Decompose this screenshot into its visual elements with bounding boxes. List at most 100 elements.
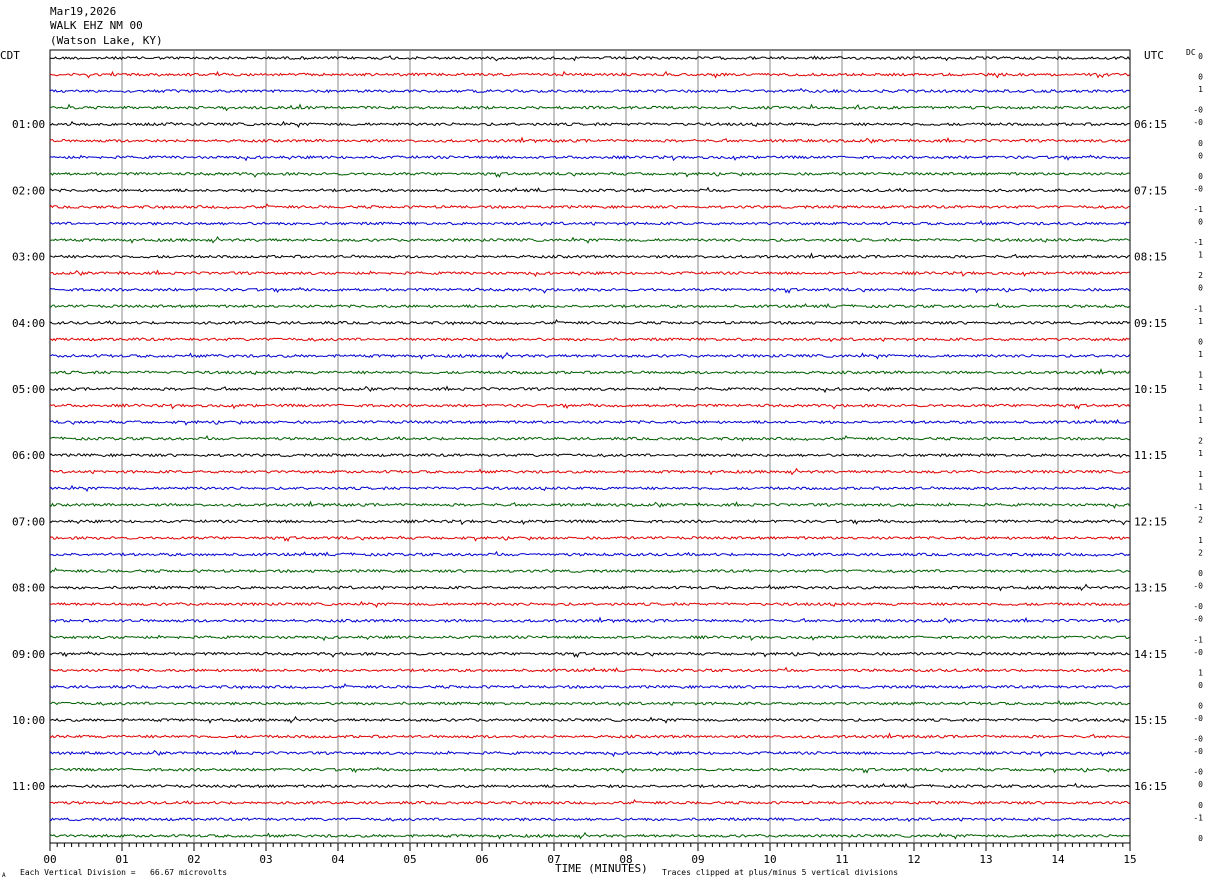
x-tick-label: 02 [187, 853, 200, 866]
dc-offset-value: -1 [1193, 304, 1203, 313]
plot-date: Mar19,2026 [50, 5, 117, 18]
trace-line [49, 236, 1130, 244]
dc-offset-value: -0 [1193, 118, 1203, 127]
x-tick-label: 08 [619, 853, 632, 866]
x-tick-label: 06 [475, 853, 488, 866]
trace-line [49, 634, 1130, 642]
x-tick-label: 05 [403, 853, 416, 866]
trace-line [49, 337, 1130, 343]
trace-line [49, 500, 1130, 509]
trace-line [49, 252, 1130, 260]
utc-hour-label: 16:15 [1134, 780, 1167, 793]
x-tick-label: 04 [331, 853, 345, 866]
utc-hour-label: 11:15 [1134, 449, 1167, 462]
trace-line [49, 418, 1130, 426]
x-tick-label: 10 [763, 853, 776, 866]
trace-line [49, 799, 1130, 806]
dc-offset-value: 2 [1198, 437, 1203, 446]
trace-line [49, 103, 1130, 112]
dc-offset-value: 1 [1198, 416, 1203, 425]
dc-offset-value: -1 [1193, 503, 1203, 512]
cdt-hour-label: 07:00 [12, 515, 45, 528]
trace-line [49, 715, 1130, 724]
trace-line [49, 567, 1130, 574]
dc-offset-value: 1 [1198, 404, 1203, 413]
trace-line [49, 782, 1130, 789]
dc-offset-value: 0 [1198, 701, 1203, 710]
dc-offset-value: 0 [1198, 139, 1203, 148]
time-axis: 00 01 02 03 04 05 06 07 08 09 10 11 12 13 14 15 [43, 843, 1137, 866]
dc-offset-value: 0 [1198, 780, 1203, 789]
cdt-hour-label: 10:00 [12, 714, 45, 727]
dc-offset-value: 2 [1198, 549, 1203, 558]
dc-offset-value: 0 [1198, 681, 1203, 690]
cdt-hour-label: 06:00 [12, 449, 45, 462]
dc-offset-value: -0 [1193, 747, 1203, 756]
trace-line [49, 651, 1130, 658]
trace-line [49, 583, 1130, 592]
dc-offset-value: 1 [1198, 668, 1203, 677]
dc-offset-value: 0 [1198, 172, 1203, 181]
trace-line [49, 136, 1130, 144]
dc-offset-value: 1 [1198, 470, 1203, 479]
trace-line [49, 666, 1130, 673]
dc-offset-value: 0 [1198, 151, 1203, 160]
trace-line [49, 319, 1130, 326]
dc-offset-value: 0 [1198, 52, 1203, 61]
cdt-hour-label: 05:00 [12, 383, 45, 396]
trace-line [49, 550, 1130, 558]
dc-offset-value: -1 [1193, 238, 1203, 247]
utc-hour-label: 14:15 [1134, 648, 1167, 661]
trace-line [49, 87, 1130, 94]
dc-offset-value: 1 [1198, 536, 1203, 545]
dc-offset-value: 0 [1198, 834, 1203, 843]
utc-hour-label: 06:15 [1134, 118, 1167, 131]
dc-offset-value: -0 [1193, 582, 1203, 591]
cdt-hour-label: 04:00 [12, 317, 45, 330]
x-tick-label: 11 [835, 853, 848, 866]
dc-offset-value: -1 [1193, 813, 1203, 822]
cdt-hour-label: 08:00 [12, 582, 45, 595]
dc-offset-value: -0 [1193, 735, 1203, 744]
x-tick-label: 01 [115, 853, 128, 866]
dc-offset-value: -0 [1193, 184, 1203, 193]
trace-line [49, 535, 1130, 543]
x-tick-label: 13 [979, 853, 992, 866]
trace-line [49, 831, 1130, 840]
plot-frame [49, 49, 1131, 844]
trace-line [49, 55, 1130, 62]
trace-line [49, 817, 1130, 823]
x-axis-title: TIME (MINUTES) [555, 862, 648, 875]
trace-line [49, 351, 1130, 360]
trace-line [49, 434, 1130, 442]
utc-hour-label: 10:15 [1134, 383, 1167, 396]
station-code: WALK EHZ NM 00 [50, 19, 143, 32]
seismic-traces [49, 55, 1130, 840]
dc-offset-value: -1 [1193, 205, 1203, 214]
trace-line [49, 220, 1130, 227]
x-tick-label: 07 [547, 853, 560, 866]
trace-line [49, 616, 1130, 624]
dc-offset-value: 1 [1198, 350, 1203, 359]
station-location: (Watson Lake, KY) [50, 34, 163, 47]
time-gridlines [49, 49, 1131, 844]
cdt-hour-label: 09:00 [12, 648, 45, 661]
dc-offset-value: 0 [1198, 801, 1203, 810]
trace-line [49, 286, 1130, 294]
cdt-hour-label: 03:00 [12, 251, 45, 264]
utc-hour-label: 13:15 [1134, 582, 1167, 595]
dc-offset-value: 1 [1198, 317, 1203, 326]
trace-line [49, 749, 1130, 758]
utc-hour-label: 09:15 [1134, 317, 1167, 330]
dc-offset-value: 1 [1198, 449, 1203, 458]
dc-offset-value: -0 [1193, 648, 1203, 657]
x-tick-label: 00 [43, 853, 56, 866]
dc-offset-value: 2 [1198, 271, 1203, 280]
dc-offset-value: -0 [1193, 106, 1203, 115]
trace-line [50, 700, 1130, 707]
cdt-hour-label: 11:00 [12, 780, 45, 793]
dc-offset-value: 0 [1198, 284, 1203, 293]
dc-offset-value: 1 [1198, 383, 1203, 392]
trace-line [49, 70, 1130, 79]
trace-line [49, 385, 1130, 394]
